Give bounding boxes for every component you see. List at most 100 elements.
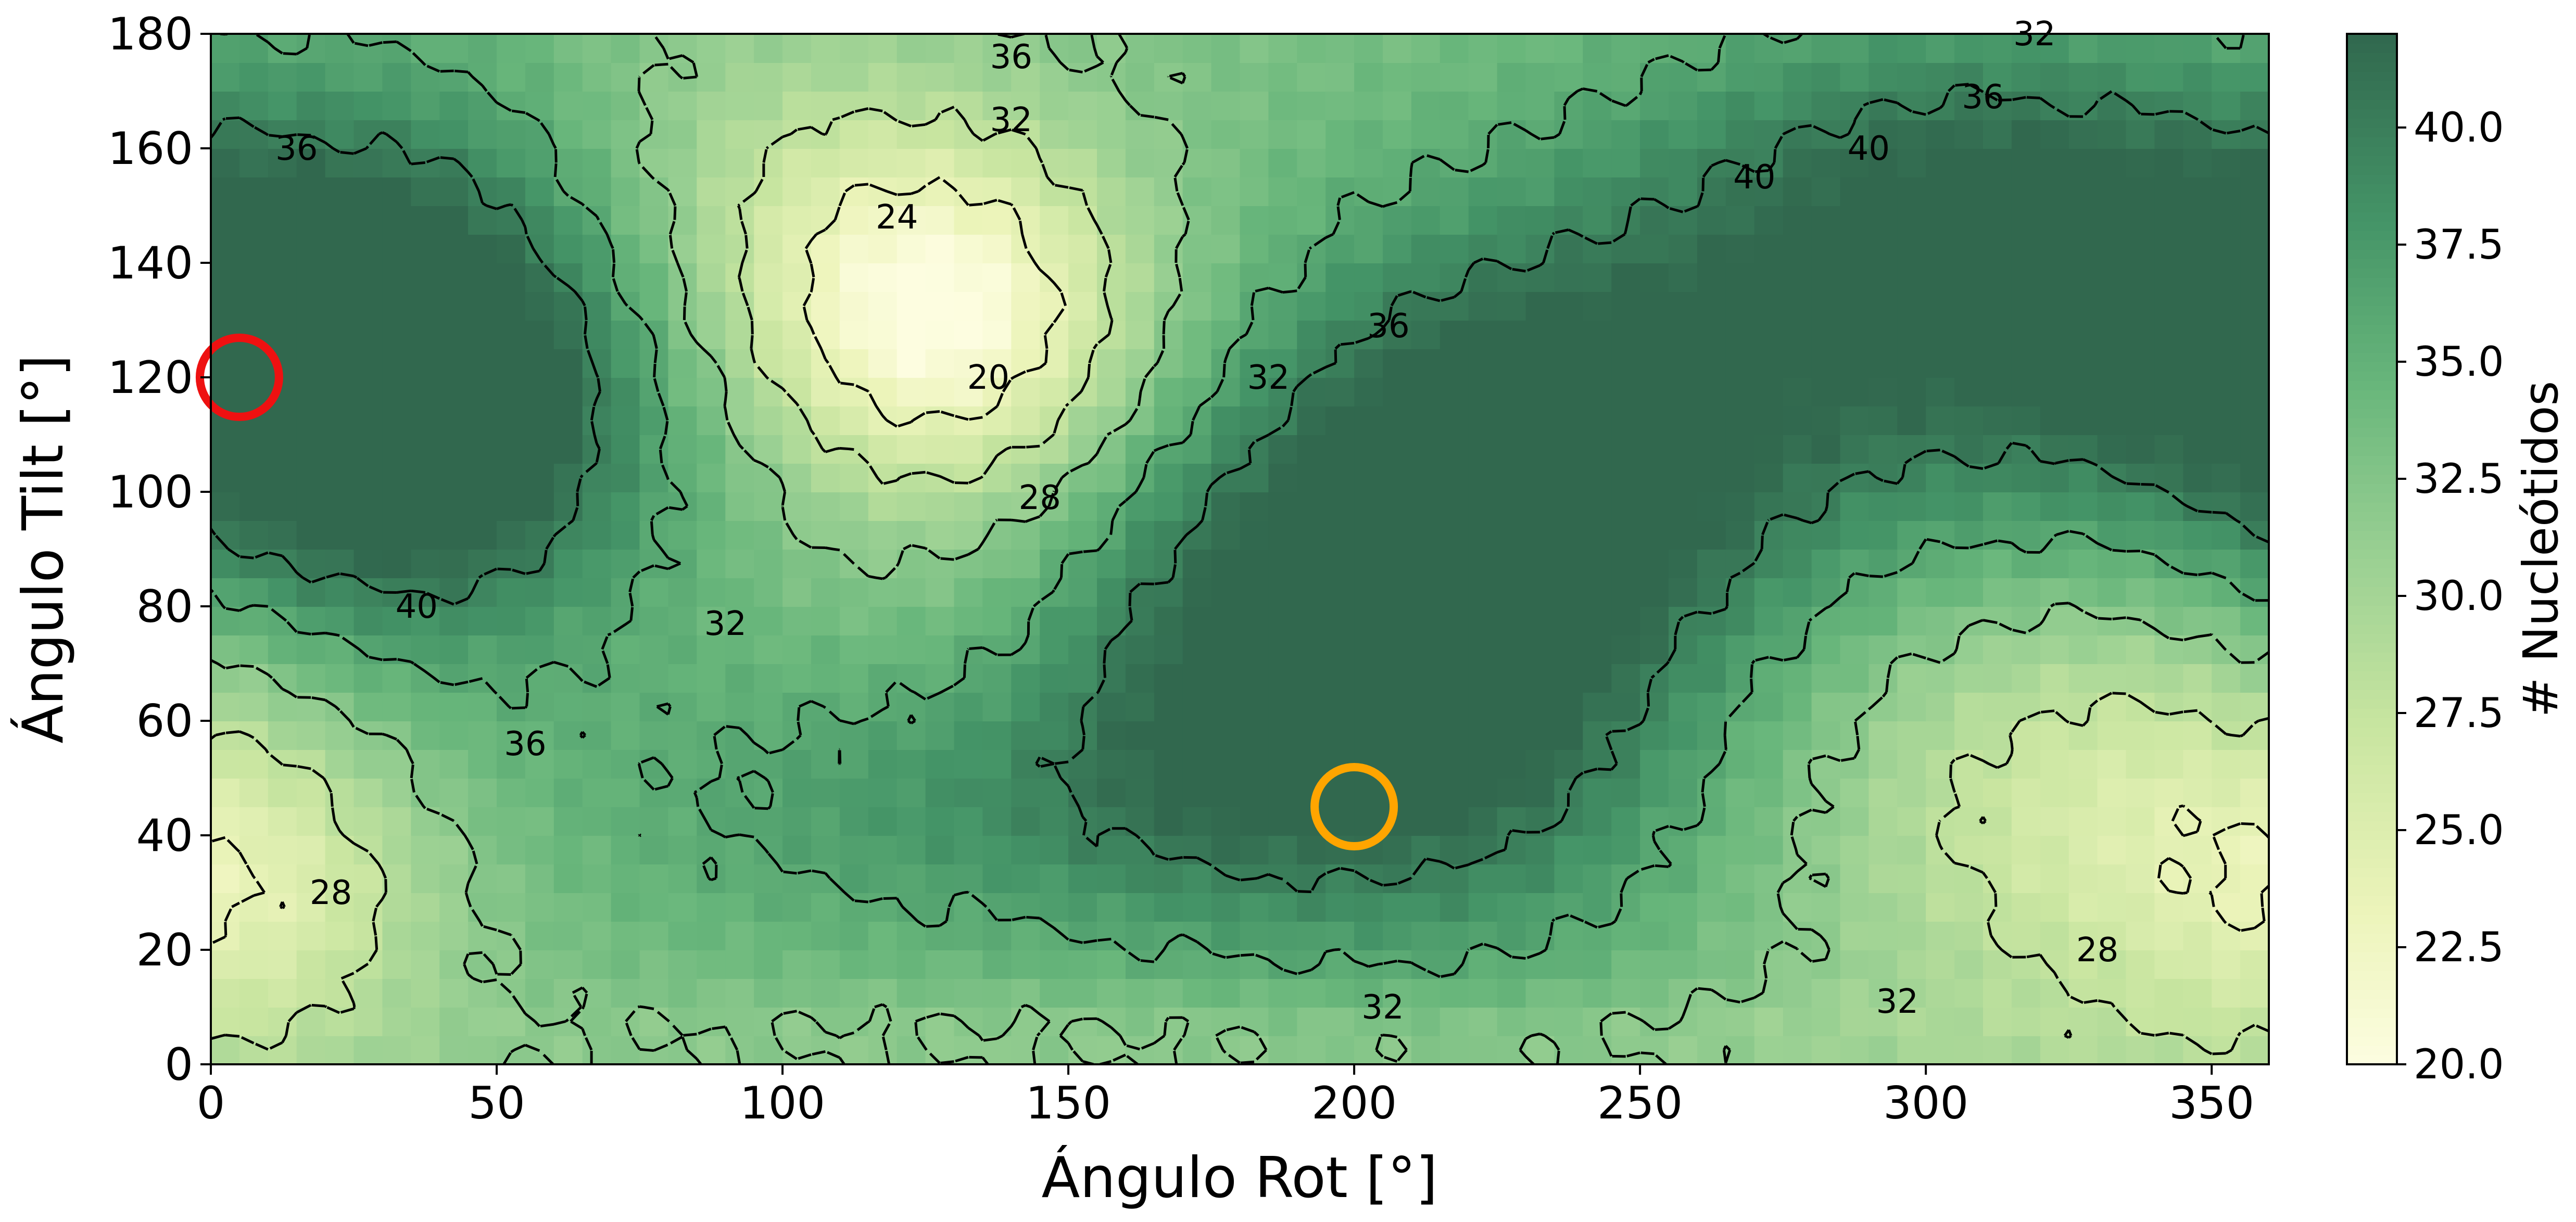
heatmap-cell	[239, 263, 269, 292]
heatmap-cell	[1497, 263, 1526, 292]
heatmap-cell	[754, 864, 784, 893]
heatmap-cell	[1897, 234, 1927, 263]
heatmap-cell	[982, 978, 1012, 1008]
heatmap-cell	[1325, 692, 1355, 721]
heatmap-cell	[782, 349, 812, 378]
colorbar-segment	[2347, 446, 2397, 456]
heatmap-cell	[1411, 921, 1441, 950]
heatmap-cell	[1897, 692, 1927, 721]
heatmap-cell	[1525, 377, 1555, 406]
heatmap-cell	[754, 62, 784, 92]
heatmap-cell	[239, 177, 269, 206]
heatmap-cell	[896, 320, 926, 349]
heatmap-cell	[1297, 291, 1327, 321]
heatmap-cell	[382, 291, 412, 321]
heatmap-cell	[2154, 435, 2184, 464]
y-tick-label: 20	[136, 924, 193, 976]
heatmap-cell	[2011, 120, 2041, 149]
heatmap-cell	[582, 549, 612, 578]
contour-label: 36	[990, 38, 1032, 77]
heatmap-cell	[1554, 377, 1584, 406]
y-tick-label: 0	[165, 1039, 193, 1091]
heatmap-cell	[1097, 463, 1126, 492]
heatmap-cell	[1725, 377, 1755, 406]
heatmap-cell	[1297, 721, 1327, 750]
heatmap-cell	[868, 291, 898, 321]
heatmap-cell	[1383, 91, 1412, 120]
heatmap-cell	[1669, 463, 1698, 492]
heatmap-cell	[1154, 206, 1183, 235]
heatmap-cell	[411, 263, 440, 292]
heatmap-cell	[1182, 263, 1212, 292]
heatmap-cell	[1611, 320, 1641, 349]
heatmap-cell	[1754, 435, 1784, 464]
contour-label: 32	[704, 605, 747, 643]
heatmap-cell	[1897, 291, 1927, 321]
heatmap-cell	[697, 320, 726, 349]
heatmap-cell	[1439, 749, 1469, 779]
heatmap-cell	[1354, 692, 1383, 721]
heatmap-cell	[2040, 263, 2069, 292]
x-tick-label: 0	[197, 1077, 225, 1129]
heatmap-cell	[1268, 1007, 1298, 1036]
heatmap-cell	[1525, 62, 1555, 92]
heatmap-cell	[811, 778, 840, 807]
colorbar-segment	[2347, 755, 2397, 765]
heatmap-cell	[1640, 893, 1669, 922]
heatmap-cell	[1354, 62, 1383, 92]
colorbar-segment	[2347, 877, 2397, 887]
heatmap-cell	[2040, 864, 2069, 893]
heatmap-cell	[2154, 377, 2184, 406]
heatmap-cell	[725, 864, 755, 893]
heatmap-cell	[1583, 807, 1612, 836]
contour-label: 28	[310, 874, 352, 912]
heatmap-cell	[1354, 721, 1383, 750]
heatmap-cell	[353, 664, 383, 693]
heatmap-cell	[1211, 692, 1241, 721]
heatmap-cell	[296, 549, 326, 578]
heatmap-cell	[439, 234, 469, 263]
heatmap-cell	[325, 664, 355, 693]
heatmap-cell	[697, 435, 726, 464]
heatmap-cell	[611, 549, 640, 578]
heatmap-cell	[1297, 864, 1327, 893]
heatmap-cell	[2040, 807, 2069, 836]
heatmap-cell	[525, 435, 554, 464]
heatmap-cell	[325, 320, 355, 349]
heatmap-cell	[754, 893, 784, 922]
heatmap-cell	[1240, 549, 1269, 578]
heatmap-cell	[211, 1007, 240, 1036]
heatmap-cell	[353, 435, 383, 464]
heatmap-cell	[582, 291, 612, 321]
heatmap-cell	[1669, 807, 1698, 836]
heatmap-cell	[697, 835, 726, 864]
colorbar-segment	[2347, 118, 2397, 128]
heatmap-cell	[1439, 664, 1469, 693]
heatmap-cell	[1640, 406, 1669, 435]
heatmap-cell	[1783, 721, 1812, 750]
heatmap-cell	[925, 349, 955, 378]
colorbar-segment	[2347, 765, 2397, 774]
heatmap-cell	[1554, 148, 1584, 177]
heatmap-cell	[1154, 778, 1183, 807]
heatmap-cell	[239, 120, 269, 149]
heatmap-cell	[1354, 206, 1383, 235]
heatmap-cell	[553, 120, 583, 149]
heatmap-cell	[525, 606, 554, 635]
heatmap-cell	[2011, 578, 2041, 607]
heatmap-cell	[353, 234, 383, 263]
heatmap-cell	[1754, 62, 1784, 92]
heatmap-cell	[1383, 950, 1412, 979]
heatmap-cell	[1983, 320, 2012, 349]
heatmap-cell	[1497, 320, 1526, 349]
heatmap-cell	[2068, 349, 2098, 378]
heatmap-cell	[1497, 91, 1526, 120]
heatmap-cell	[1554, 692, 1584, 721]
heatmap-cell	[1439, 835, 1469, 864]
heatmap-cell	[1868, 520, 1898, 550]
heatmap-cell	[2212, 950, 2241, 979]
heatmap-cell	[1211, 206, 1241, 235]
heatmap-cell	[1354, 635, 1383, 664]
heatmap-cell	[2068, 377, 2098, 406]
heatmap-cell	[925, 148, 955, 177]
